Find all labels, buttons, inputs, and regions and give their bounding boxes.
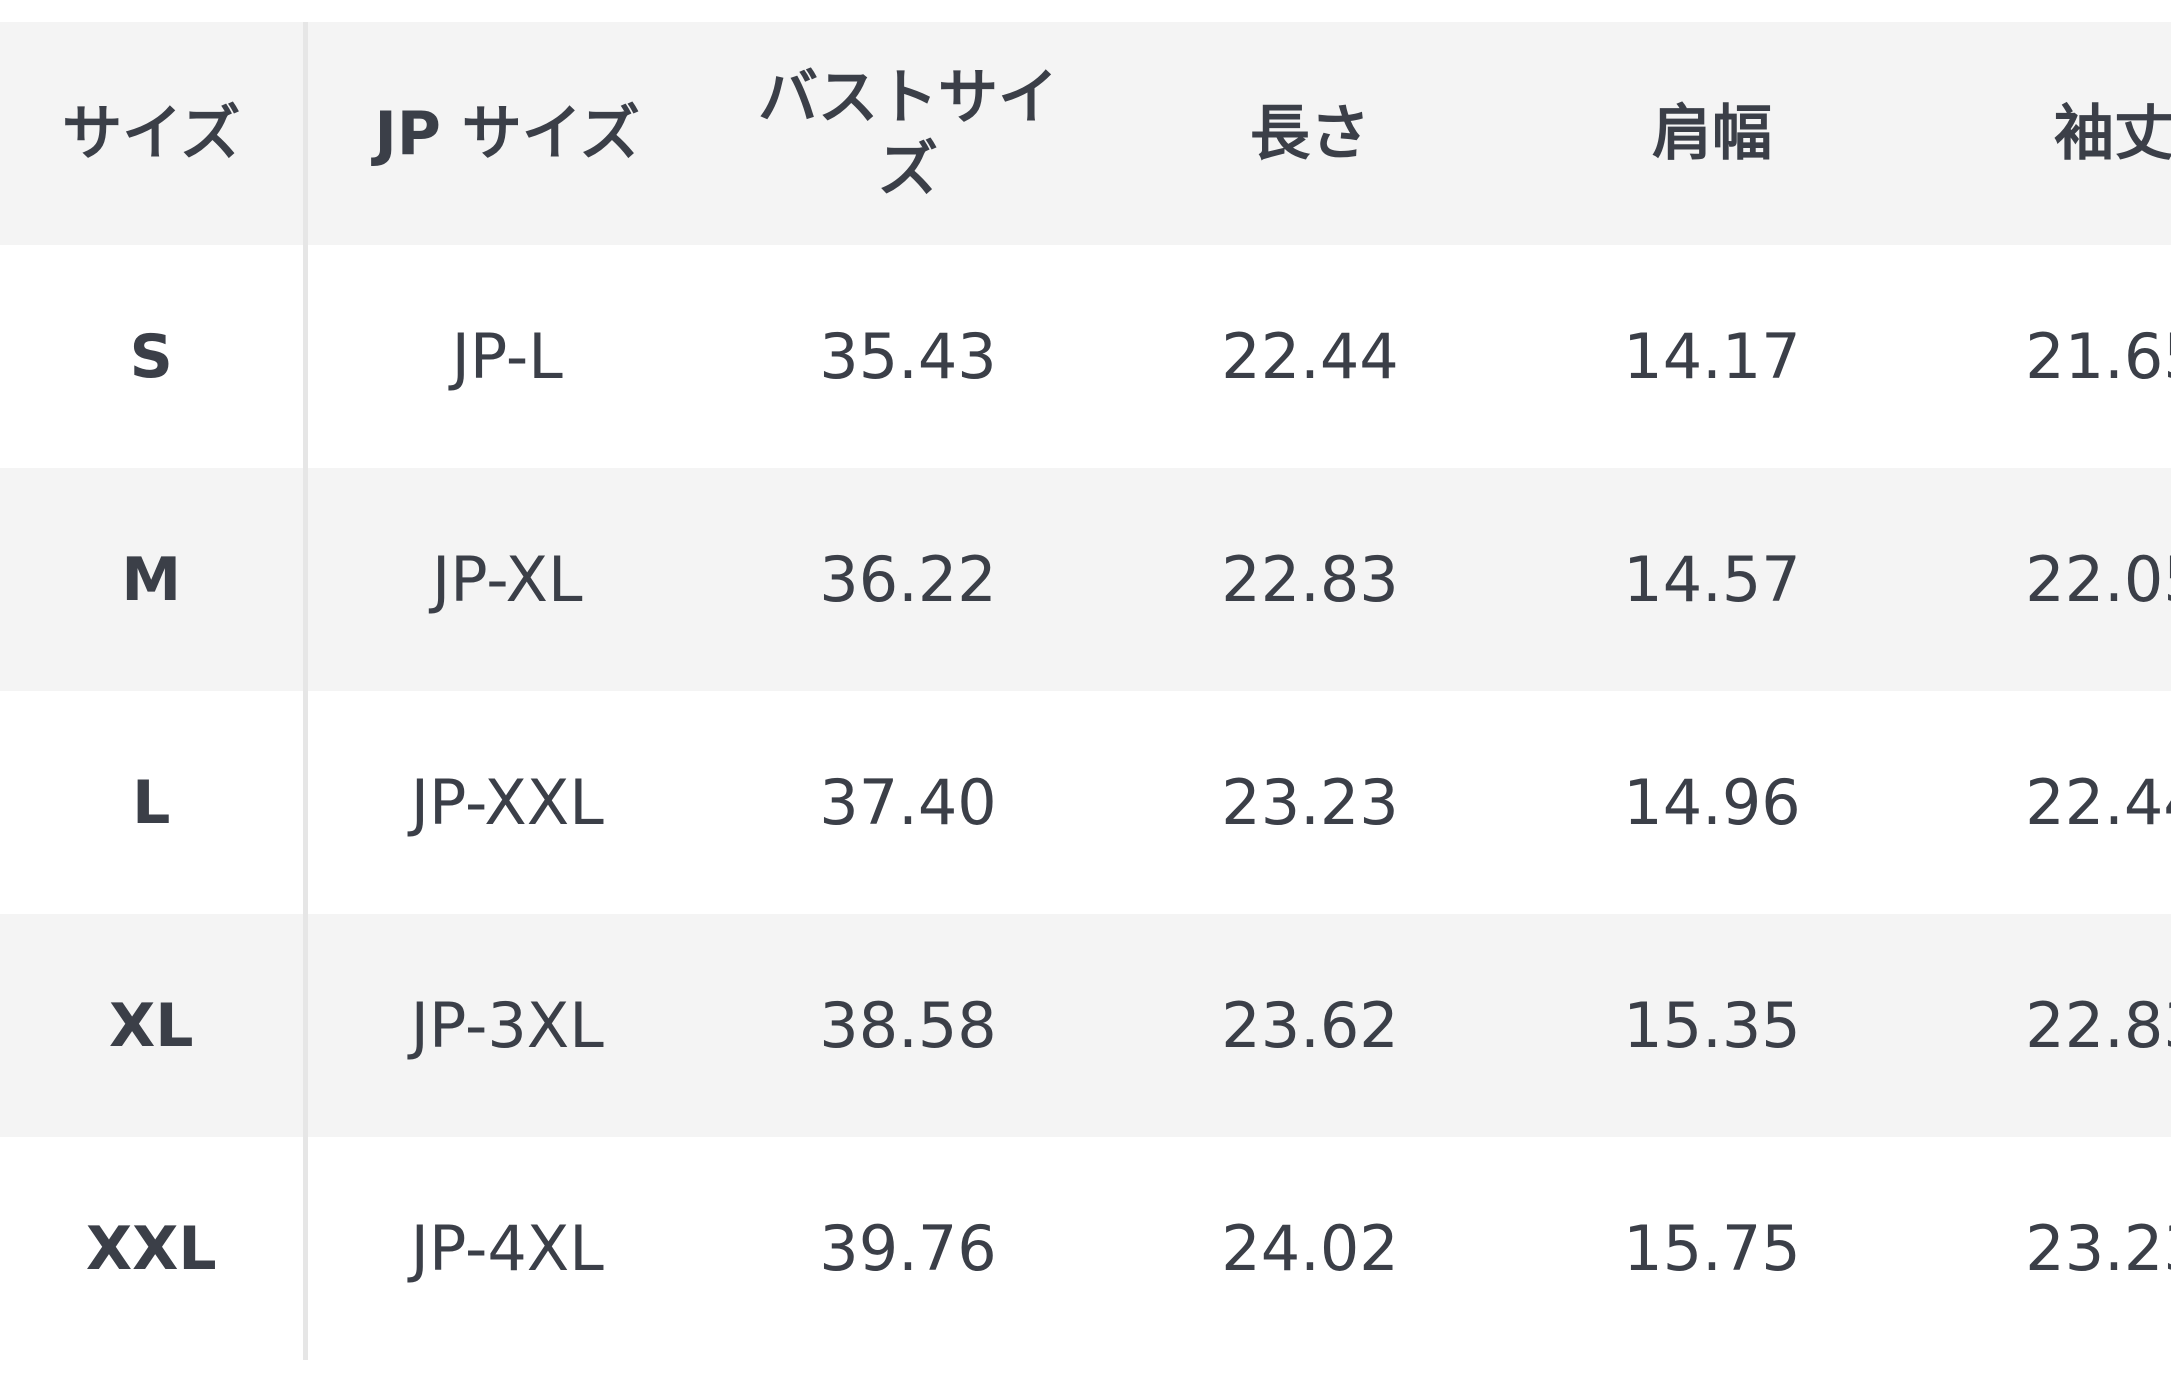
- table-cell: 22.05: [1913, 468, 2171, 691]
- column-header: 肩幅: [1511, 22, 1913, 245]
- table-cell: 38.58: [707, 914, 1109, 1137]
- size-cell: L: [0, 691, 308, 914]
- size-cell: XXL: [0, 1137, 308, 1360]
- table-cell: 35.43: [819, 320, 997, 393]
- table-cell: JP-4XL: [410, 1212, 604, 1285]
- table-row: XXL JP-4XL 39.76 24.02 15.75 23.23: [0, 1137, 2171, 1360]
- table-cell: 23.23: [2025, 1212, 2171, 1285]
- table-row: S JP-L 35.43 22.44 14.17 21.65: [0, 245, 2171, 468]
- table-cell: 22.44: [2025, 766, 2171, 839]
- column-header: バストサイズ: [707, 22, 1109, 245]
- table-cell: JP-XL: [305, 468, 707, 691]
- table-cell: 14.57: [1511, 468, 1913, 691]
- table-cell: JP-XXL: [410, 766, 604, 839]
- size-cell: XL: [0, 914, 308, 1137]
- table-row: L JP-XXL 37.40 23.23 14.96 22.44: [0, 691, 2171, 914]
- table-cell: 24.02: [1221, 1212, 1399, 1285]
- table-cell: 39.76: [819, 1212, 997, 1285]
- table-cell: JP-3XL: [305, 914, 707, 1137]
- table-cell: 22.83: [1109, 468, 1511, 691]
- table-cell: 14.17: [1623, 320, 1801, 393]
- size-cell: S: [0, 245, 308, 468]
- size-table: サイズ JP サイズ バストサイズ 長さ 肩幅 袖丈 S JP-L 35.43 22.44 14.…: [0, 22, 2171, 1360]
- table-cell: 22.44: [1221, 320, 1399, 393]
- size-cell: M: [0, 468, 308, 691]
- table-cell: 23.62: [1109, 914, 1511, 1137]
- table-cell: JP-L: [451, 320, 563, 393]
- column-header: 長さ: [1109, 22, 1511, 245]
- table-cell: 37.40: [819, 766, 997, 839]
- column-header: サイズ: [0, 22, 308, 245]
- column-header: JP サイズ: [305, 22, 707, 245]
- table-cell: 36.22: [707, 468, 1109, 691]
- column-header: 袖丈: [1913, 22, 2171, 245]
- table-cell: 15.35: [1511, 914, 1913, 1137]
- table-cell: 22.83: [1913, 914, 2171, 1137]
- table-cell: 23.23: [1221, 766, 1399, 839]
- header-row: サイズ JP サイズ バストサイズ 長さ 肩幅 袖丈: [0, 22, 2171, 245]
- table-cell: 14.96: [1623, 766, 1801, 839]
- table-cell: 15.75: [1623, 1212, 1801, 1285]
- table-cell: 21.65: [2025, 320, 2171, 393]
